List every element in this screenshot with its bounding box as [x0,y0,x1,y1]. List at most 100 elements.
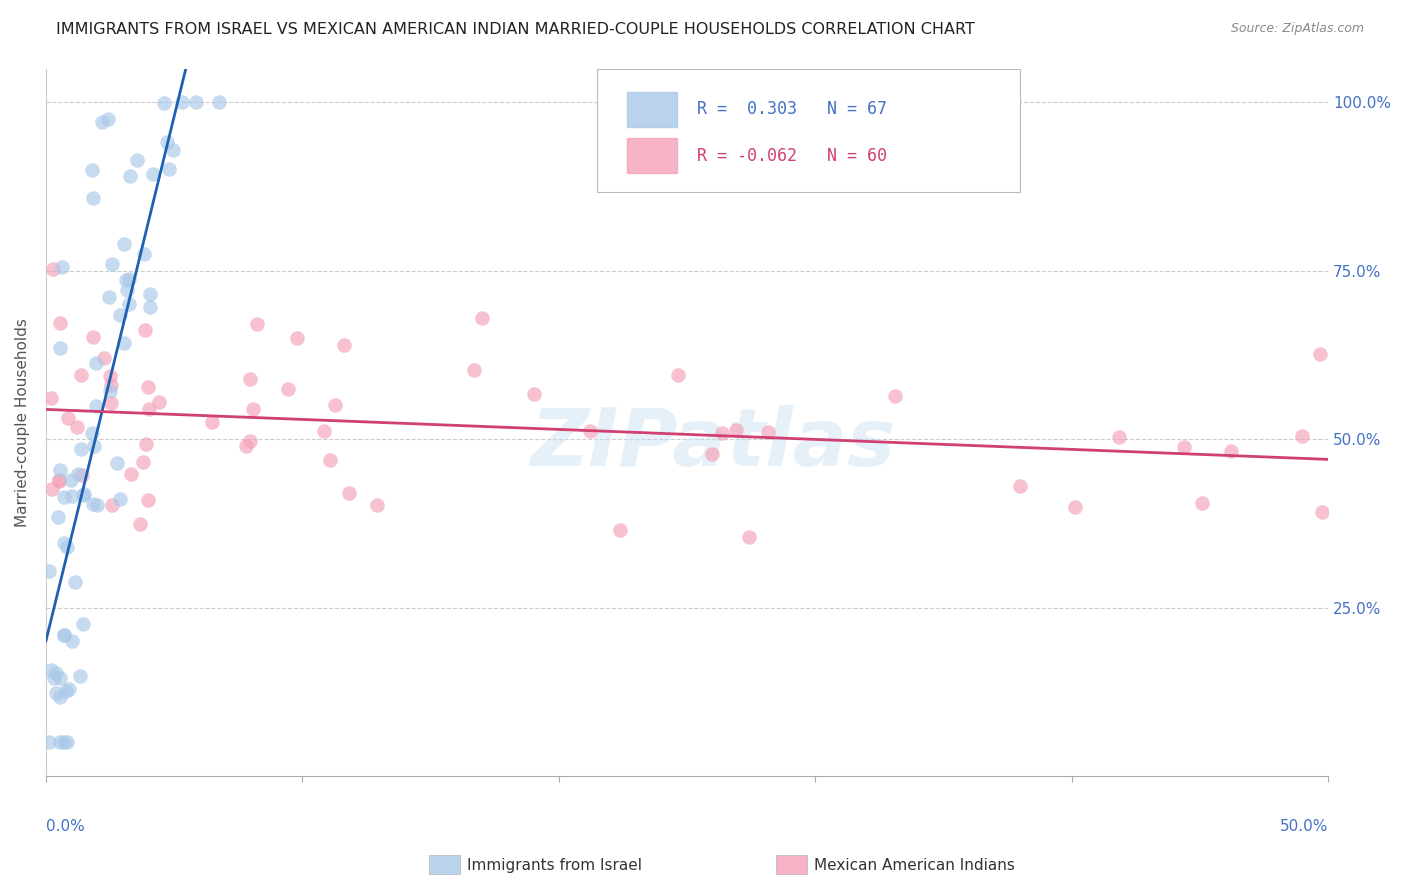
Point [45,686,67,700]
Point [139,300,162,314]
Point [52,735,75,749]
Point [56,735,79,749]
Point [84,356,107,370]
Point [100,377,122,392]
Point [471,310,494,325]
Point [1191,496,1213,510]
Point [38,735,60,749]
Point [1010,479,1032,493]
Point [39,664,62,678]
Point [66,419,89,434]
Text: 0.0%: 0.0% [46,819,84,834]
Text: R =  0.303   N = 67: R = 0.303 N = 67 [697,100,887,118]
Point [162,143,184,157]
Point [710,425,733,440]
Point [117,283,139,297]
Point [70,442,93,456]
Point [105,456,128,470]
Point [82,329,104,343]
Point [756,425,779,439]
Point [98,384,121,398]
Point [1291,429,1313,443]
Point [48,690,70,705]
Point [148,395,170,409]
Point [60,634,83,648]
Point [49,463,72,477]
Point [170,95,193,110]
Point [242,401,264,416]
Point [159,161,181,176]
Y-axis label: Married-couple Households: Married-couple Households [15,318,30,527]
Point [83,439,105,453]
Point [52,628,75,642]
Point [49,341,72,355]
Point [277,382,299,396]
Point [67,467,90,481]
Point [118,297,141,311]
Point [42,261,65,276]
Point [201,415,224,429]
Point [91,115,114,129]
Point [41,482,63,496]
Point [522,387,544,401]
Point [1309,347,1331,361]
FancyBboxPatch shape [598,69,1021,193]
Point [101,257,124,271]
Point [702,447,724,461]
Point [186,95,208,110]
FancyBboxPatch shape [627,92,676,127]
Point [134,323,156,337]
Point [579,424,602,438]
Point [38,564,60,578]
Point [42,672,65,686]
Point [93,351,115,365]
Point [114,273,136,287]
Point [96,112,118,126]
Point [139,287,162,301]
Point [737,530,759,544]
Point [84,399,107,413]
Text: Source: ZipAtlas.com: Source: ZipAtlas.com [1230,22,1364,36]
Point [55,684,77,698]
Point [58,681,80,696]
Point [138,401,160,416]
Point [285,331,308,345]
Point [60,473,83,487]
Point [125,153,148,168]
Point [56,410,79,425]
Point [238,434,260,448]
Point [97,290,120,304]
Point [86,498,108,512]
Point [725,423,748,437]
Text: ZIPatlas: ZIPatlas [530,405,896,483]
Point [121,467,143,482]
Point [46,509,69,524]
Point [323,398,346,412]
Point [73,487,96,501]
Point [208,95,231,110]
Point [70,467,93,482]
Point [235,439,257,453]
Point [1173,440,1195,454]
Point [1108,430,1130,444]
Point [39,391,62,405]
Point [49,735,72,749]
Point [118,272,141,286]
Point [56,540,79,554]
Point [153,95,176,110]
Point [138,492,160,507]
Point [128,516,150,531]
Point [463,363,485,377]
Point [319,453,342,467]
Point [118,169,141,184]
Point [98,368,121,383]
Point [112,237,135,252]
Point [51,260,73,275]
Point [65,575,87,590]
Point [82,497,104,511]
Point [312,424,335,438]
Text: IMMIGRANTS FROM ISRAEL VS MEXICAN AMERICAN INDIAN MARRIED-COUPLE HOUSEHOLDS CORR: IMMIGRANTS FROM ISRAEL VS MEXICAN AMERIC… [56,22,976,37]
Point [246,317,269,331]
Point [1064,500,1087,515]
Point [337,486,360,500]
